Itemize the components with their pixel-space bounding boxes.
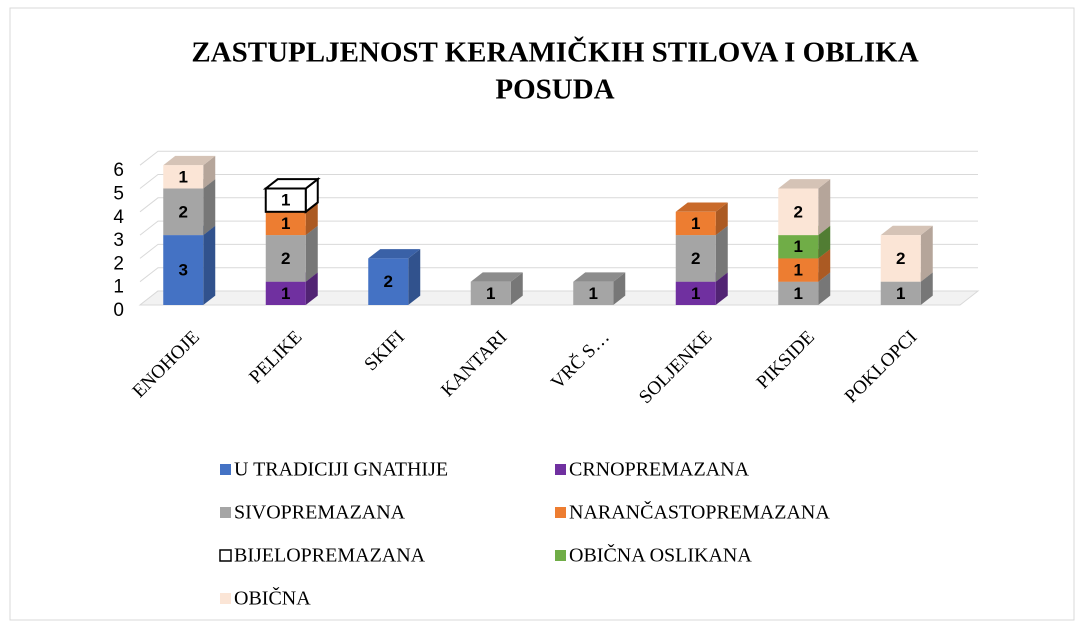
bar-top <box>470 272 523 282</box>
bar-side <box>920 225 933 282</box>
bar-side <box>510 272 523 305</box>
bar-side <box>613 272 626 305</box>
legend-label: NARANČASTOPREMAZANA <box>569 500 830 524</box>
bar-side <box>715 202 728 236</box>
bar-top <box>573 272 626 282</box>
data-label: 1 <box>896 284 905 303</box>
bar <box>470 281 511 305</box>
data-label: 2 <box>794 202 803 221</box>
legend-swatch <box>220 464 231 475</box>
bar-top <box>778 179 831 189</box>
bar-top <box>880 225 933 236</box>
bar <box>778 258 819 282</box>
bar-side <box>305 225 318 282</box>
floor <box>138 290 980 306</box>
bar-side <box>715 225 728 282</box>
data-label: 1 <box>794 237 803 256</box>
chart-frame <box>9 7 1075 621</box>
bar <box>778 281 819 305</box>
bar-side <box>203 225 216 305</box>
bar-side <box>818 272 831 305</box>
bar <box>880 281 921 305</box>
legend-label: U TRADICIJI GNATHIJE <box>234 459 448 481</box>
data-label: 3 <box>179 261 188 280</box>
data-label: 2 <box>384 272 393 291</box>
legend-swatch <box>220 593 231 604</box>
y-tick-label: 2 <box>113 253 124 274</box>
y-tick-label: 6 <box>113 160 124 181</box>
bar <box>265 235 306 282</box>
bar <box>368 258 409 305</box>
chart-title-line: POSUDA <box>495 74 614 106</box>
data-label: 1 <box>281 214 290 233</box>
bar-side <box>305 272 318 305</box>
chart-title-line: ZASTUPLJENOST KERAMIČKIH STILOVA I OBLIK… <box>191 36 918 69</box>
legend-swatch <box>555 464 566 475</box>
bar-side <box>203 179 216 236</box>
bar-side <box>920 272 933 305</box>
bar <box>265 211 306 236</box>
bar <box>880 235 921 282</box>
bar <box>675 281 716 305</box>
legend-swatch <box>555 507 566 518</box>
bar <box>264 187 307 213</box>
data-label: 2 <box>179 202 188 221</box>
bar-top <box>675 202 728 212</box>
legend-swatch <box>219 549 232 562</box>
data-label: 2 <box>281 249 290 268</box>
grid-line <box>139 197 978 213</box>
legend-label: BIJELOPREMAZANA <box>234 545 426 567</box>
y-tick-label: 4 <box>113 207 124 228</box>
bar-side <box>818 179 831 236</box>
grid-line <box>139 150 978 166</box>
bar <box>163 188 204 236</box>
bar <box>778 235 819 259</box>
data-label: 1 <box>794 261 803 280</box>
data-label: 1 <box>486 284 495 303</box>
legend-label: CRNOPREMAZANA <box>569 459 750 481</box>
data-label: 1 <box>691 214 700 233</box>
y-tick-label: 1 <box>113 277 124 298</box>
y-tick-label: 5 <box>113 184 124 205</box>
bar <box>778 188 819 236</box>
data-label: 1 <box>589 284 598 303</box>
bar <box>163 165 204 189</box>
legend-swatch <box>555 550 566 561</box>
bar <box>163 235 204 305</box>
legend-label: SIVOPREMAZANA <box>234 502 406 524</box>
bar-side <box>203 155 216 189</box>
bar-top <box>163 155 216 166</box>
data-label: 2 <box>691 249 700 268</box>
legend-label: OBIČNA <box>234 586 311 610</box>
bar <box>573 281 614 305</box>
bar <box>675 211 716 236</box>
y-tick-label: 0 <box>113 300 124 321</box>
bar <box>675 235 716 282</box>
bar <box>265 281 306 305</box>
legend-swatch <box>220 507 231 518</box>
data-label: 2 <box>896 249 905 268</box>
data-label: 1 <box>281 284 290 303</box>
data-label: 1 <box>179 167 188 186</box>
data-label: 1 <box>794 284 803 303</box>
bar-side <box>818 249 831 282</box>
data-label: 1 <box>281 191 290 210</box>
data-label: 1 <box>691 284 700 303</box>
grid-line <box>139 174 978 189</box>
bar-side <box>818 225 831 259</box>
bar-side <box>715 272 728 305</box>
legend-label: OBIČNA OSLIKANA <box>569 543 752 567</box>
bar-side <box>408 249 421 305</box>
y-tick-label: 3 <box>113 230 124 251</box>
bar-top <box>368 249 421 259</box>
